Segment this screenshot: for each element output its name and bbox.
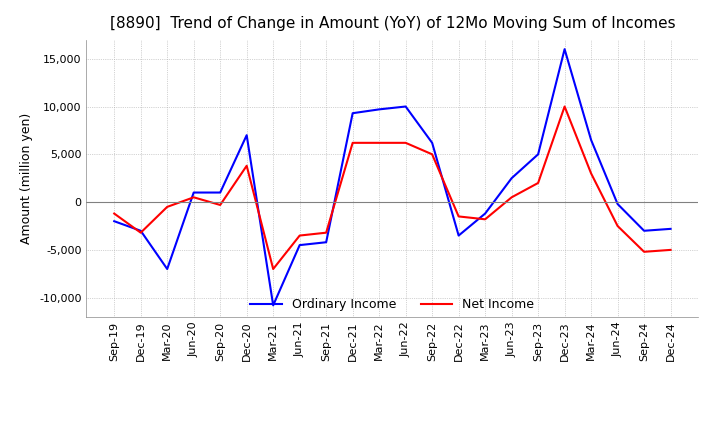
Ordinary Income	[348, 110, 357, 116]
Ordinary Income	[163, 266, 171, 271]
Ordinary Income	[428, 140, 436, 146]
Net Income	[508, 194, 516, 200]
Net Income	[666, 247, 675, 253]
Net Income	[560, 104, 569, 109]
Ordinary Income	[110, 219, 119, 224]
Ordinary Income	[269, 303, 277, 308]
Ordinary Income	[560, 47, 569, 52]
Ordinary Income	[216, 190, 225, 195]
Ordinary Income	[375, 107, 384, 112]
Net Income	[348, 140, 357, 146]
Net Income	[375, 140, 384, 146]
Net Income	[428, 152, 436, 157]
Net Income	[481, 216, 490, 222]
Title: [8890]  Trend of Change in Amount (YoY) of 12Mo Moving Sum of Incomes: [8890] Trend of Change in Amount (YoY) o…	[109, 16, 675, 32]
Ordinary Income	[666, 226, 675, 231]
Ordinary Income	[454, 233, 463, 238]
Net Income	[534, 180, 542, 186]
Net Income	[136, 230, 145, 235]
Ordinary Income	[322, 240, 330, 245]
Ordinary Income	[189, 190, 198, 195]
Net Income	[613, 224, 622, 229]
Ordinary Income	[640, 228, 649, 233]
Net Income	[163, 204, 171, 209]
Net Income	[587, 171, 595, 176]
Ordinary Income	[534, 152, 542, 157]
Net Income	[454, 214, 463, 219]
Net Income	[216, 202, 225, 208]
Net Income	[110, 211, 119, 216]
Line: Net Income: Net Income	[114, 106, 670, 269]
Y-axis label: Amount (million yen): Amount (million yen)	[20, 113, 34, 244]
Ordinary Income	[481, 211, 490, 216]
Ordinary Income	[587, 137, 595, 143]
Ordinary Income	[243, 132, 251, 138]
Ordinary Income	[401, 104, 410, 109]
Net Income	[401, 140, 410, 146]
Net Income	[295, 233, 304, 238]
Net Income	[243, 163, 251, 169]
Net Income	[640, 249, 649, 254]
Legend: Ordinary Income, Net Income: Ordinary Income, Net Income	[246, 293, 539, 316]
Ordinary Income	[136, 228, 145, 233]
Net Income	[322, 230, 330, 235]
Ordinary Income	[295, 242, 304, 248]
Ordinary Income	[613, 202, 622, 207]
Line: Ordinary Income: Ordinary Income	[114, 49, 670, 305]
Net Income	[189, 194, 198, 200]
Net Income	[269, 266, 277, 271]
Ordinary Income	[508, 176, 516, 181]
